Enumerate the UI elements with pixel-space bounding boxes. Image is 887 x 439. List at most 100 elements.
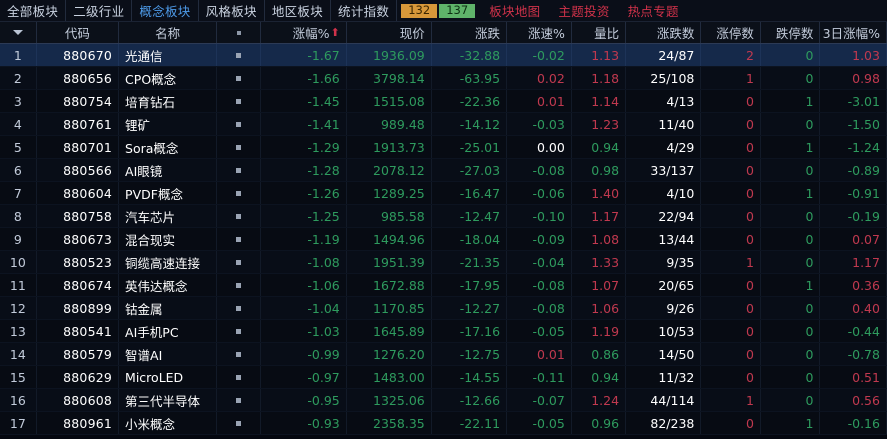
- square-marker-icon: [236, 52, 242, 58]
- limit-up-count: 1: [701, 251, 761, 273]
- link-theme-investment[interactable]: 主题投资: [549, 0, 618, 21]
- change-percent: -0.93: [261, 412, 347, 434]
- table-row[interactable]: 15 880629 MicroLED -0.97 1483.00 -14.55 -0.11 0…: [0, 366, 887, 389]
- column-header-index[interactable]: [0, 22, 37, 43]
- table-row[interactable]: 14 880579 智谱AI -0.99 1276.20 -12.75 0.01 0.86 14…: [0, 343, 887, 366]
- tab-all-sectors[interactable]: 全部板块: [0, 0, 67, 21]
- change-amount: -12.47: [432, 205, 508, 227]
- tab-style-sectors[interactable]: 风格板块: [199, 0, 265, 21]
- current-price: 1483.00: [347, 366, 432, 388]
- sector-code: 880899: [37, 297, 120, 319]
- square-marker-icon: [236, 328, 242, 334]
- row-index: 12: [0, 297, 37, 319]
- current-price: 3798.14: [347, 67, 432, 89]
- column-header-price[interactable]: 现价: [347, 22, 432, 43]
- column-header-updown-count[interactable]: 涨跌数: [626, 22, 702, 43]
- sector-name: 智谱AI: [119, 343, 218, 365]
- current-price: 1645.89: [347, 320, 432, 342]
- link-label: 热点专题: [627, 4, 679, 19]
- three-day-change-percent: -0.16: [820, 412, 887, 434]
- square-marker-icon: [236, 167, 242, 173]
- updown-count: 10/53: [626, 320, 702, 342]
- sector-code: 880961: [37, 412, 120, 434]
- limit-up-count: 2: [701, 44, 761, 66]
- table-row[interactable]: 9 880673 混合现实 -1.19 1494.96 -18.04 -0.09 1.08 13…: [0, 228, 887, 251]
- sector-name: 混合现实: [119, 228, 218, 250]
- tab-concept-sectors[interactable]: 概念板块: [132, 0, 199, 21]
- change-speed: -0.05: [507, 320, 572, 342]
- link-hot-topics[interactable]: 热点专题: [619, 0, 688, 21]
- table-row[interactable]: 10 880523 铜缆高速连接 -1.08 1951.39 -21.35 -0.04 1.3…: [0, 251, 887, 274]
- sector-name: CPO概念: [119, 67, 218, 89]
- change-amount: -12.66: [432, 389, 508, 411]
- change-amount: -63.95: [432, 67, 508, 89]
- limit-down-count: 1: [761, 90, 821, 112]
- link-label: 主题投资: [558, 4, 610, 19]
- limit-up-count: 1: [701, 389, 761, 411]
- limit-down-count: 0: [761, 44, 821, 66]
- updown-count: 13/44: [626, 228, 702, 250]
- sector-name: 光通信: [119, 44, 218, 66]
- table-row[interactable]: 7 880604 PVDF概念 -1.26 1289.25 -16.47 -0.06 1.40…: [0, 182, 887, 205]
- tab-secondary-industry[interactable]: 二级行业: [66, 0, 133, 21]
- change-percent: -0.95: [261, 389, 347, 411]
- updown-count: 4/10: [626, 182, 702, 204]
- limit-down-count: 0: [761, 389, 821, 411]
- sector-name: AI手机PC: [119, 320, 218, 342]
- table-row[interactable]: 8 880758 汽车芯片 -1.25 985.58 -12.47 -0.10 1.17 22/…: [0, 205, 887, 228]
- limit-down-count: 0: [761, 297, 821, 319]
- column-header-name[interactable]: 名称: [119, 22, 218, 43]
- column-header-volume-ratio[interactable]: 量比: [572, 22, 627, 43]
- current-price: 1913.73: [347, 136, 432, 158]
- column-header-change-pct[interactable]: 涨幅% ⬆: [261, 22, 347, 43]
- limit-up-count: 0: [701, 136, 761, 158]
- table-body: 1 880670 光通信 -1.67 1936.09 -32.88 -0.02 1.13 24/…: [0, 44, 887, 435]
- row-index: 13: [0, 320, 37, 342]
- change-amount: -25.01: [432, 136, 508, 158]
- table-row[interactable]: 3 880754 培育钻石 -1.45 1515.08 -22.36 0.01 1.14 4/1…: [0, 90, 887, 113]
- volume-ratio: 1.06: [572, 297, 627, 319]
- table-row[interactable]: 5 880701 Sora概念 -1.29 1913.73 -25.01 0.00 0.94 4…: [0, 136, 887, 159]
- row-marker: [217, 136, 261, 158]
- link-sector-map[interactable]: 板块地图: [480, 0, 549, 21]
- row-index: 9: [0, 228, 37, 250]
- column-header-limit-up-count[interactable]: 涨停数: [701, 22, 761, 43]
- sector-code: 880670: [37, 44, 120, 66]
- sector-table: 代码 名称 涨幅% ⬆ 现价 涨跌 涨速% 量比 涨跌数 涨停数 跌停数 3日涨幅…: [0, 22, 887, 439]
- updown-count: 11/40: [626, 113, 702, 135]
- column-header-code[interactable]: 代码: [37, 22, 120, 43]
- three-day-change-percent: 1.03: [820, 44, 887, 66]
- current-price: 1170.85: [347, 297, 432, 319]
- current-price: 1515.08: [347, 90, 432, 112]
- row-index: 7: [0, 182, 37, 204]
- table-row[interactable]: 16 880608 第三代半导体 -0.95 1325.06 -12.66 -0.07 1.2…: [0, 389, 887, 412]
- sector-code: 880629: [37, 366, 120, 388]
- change-speed: -0.08: [507, 297, 572, 319]
- three-day-change-percent: -3.01: [820, 90, 887, 112]
- sector-name: PVDF概念: [119, 182, 218, 204]
- square-marker-icon: [236, 420, 242, 426]
- table-row[interactable]: 1 880670 光通信 -1.67 1936.09 -32.88 -0.02 1.13 24/…: [0, 44, 887, 67]
- three-day-change-percent: -0.78: [820, 343, 887, 365]
- table-row[interactable]: 4 880761 锂矿 -1.41 989.48 -14.12 -0.03 1.23 11/40…: [0, 113, 887, 136]
- column-header-change-speed[interactable]: 涨速%: [507, 22, 572, 43]
- limit-up-count: 0: [701, 320, 761, 342]
- column-header-3day-change-pct[interactable]: 3日涨幅%: [820, 22, 887, 43]
- column-header-marker[interactable]: [217, 22, 261, 43]
- tab-region-sectors[interactable]: 地区板块: [265, 0, 332, 21]
- table-row[interactable]: 17 880961 小米概念 -0.93 2358.35 -22.11 -0.05 0.96 8…: [0, 412, 887, 435]
- table-row[interactable]: 12 880899 钴金属 -1.04 1170.85 -12.27 -0.08 1.06 9/…: [0, 297, 887, 320]
- table-row[interactable]: 13 880541 AI手机PC -1.03 1645.89 -17.16 -0.05 1.1…: [0, 320, 887, 343]
- table-row[interactable]: 6 880566 AI眼镜 -1.28 2078.12 -27.03 -0.08 0.98 33…: [0, 159, 887, 182]
- column-header-limit-down-count[interactable]: 跌停数: [761, 22, 821, 43]
- limit-down-count: 0: [761, 159, 821, 181]
- table-row[interactable]: 11 880674 英伟达概念 -1.06 1672.88 -17.95 -0.08 1.07…: [0, 274, 887, 297]
- table-row[interactable]: 2 880656 CPO概念 -1.66 3798.14 -63.95 0.02 1.18 25…: [0, 67, 887, 90]
- change-percent: -1.06: [261, 274, 347, 296]
- change-percent: -1.25: [261, 205, 347, 227]
- limit-down-count: 1: [761, 182, 821, 204]
- column-header-change-amt[interactable]: 涨跌: [432, 22, 508, 43]
- tab-statistical-index[interactable]: 统计指数: [331, 0, 398, 21]
- sector-code: 880604: [37, 182, 120, 204]
